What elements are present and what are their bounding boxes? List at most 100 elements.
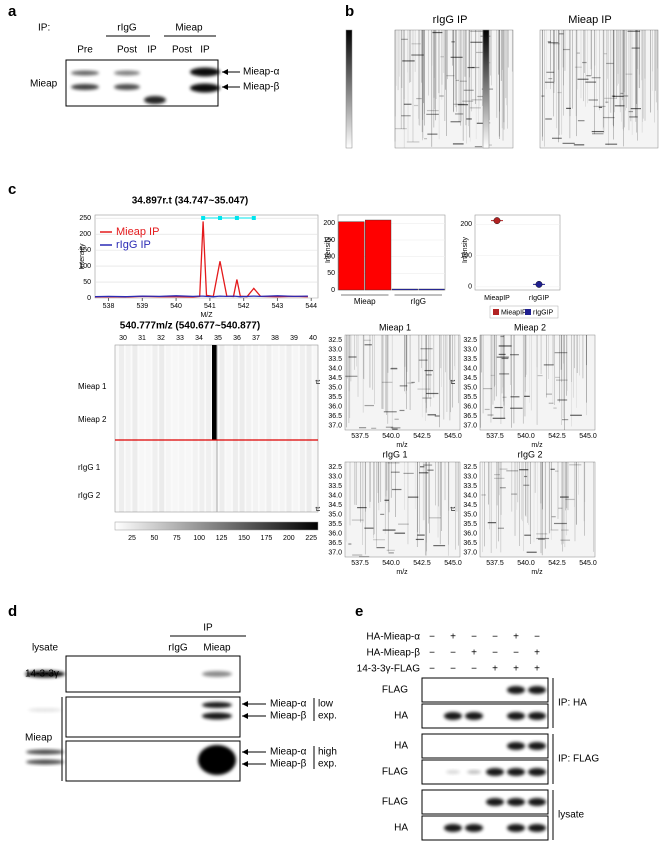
heatmap-column [286,345,292,512]
heatmap-column [132,345,138,512]
map-x-tick: 537.5 [351,560,369,567]
map-y-tick: 33.5 [463,483,477,490]
band-label: Mieap-β [243,82,280,93]
blot-band [28,708,62,712]
condition-sign: + [534,664,540,675]
group-label: Mieap [175,23,203,34]
blot-frame [421,703,549,729]
blot-band [486,768,504,776]
map-y-tick: 32.5 [328,464,342,471]
map-x-tick: 545.0 [444,433,462,440]
y-tick-label: 200 [323,220,335,227]
arrow-head [222,84,228,90]
band-label: Mieap-α [270,747,307,758]
blot-frame [421,733,549,759]
condition-sign: − [450,648,456,659]
map-y-label: rt [450,507,457,511]
blot-band [528,798,546,806]
colorbar-label: 125 [216,535,228,542]
heatmap-column [179,345,184,512]
map-title: Mieap 2 [514,322,546,332]
exposure-label: exp. [318,759,337,770]
heatmap-column [159,345,165,512]
group-label: IP: FLAG [558,754,599,765]
map-y-tick: 34.0 [463,365,477,372]
x-tick-label: rIgG [410,297,426,306]
exposure-label: exp. [318,711,337,722]
blot-label: HA [394,711,408,722]
legend-swatch [525,309,531,315]
heatmap-column [306,345,312,512]
heatmap-col-label: 36 [233,335,241,342]
map-y-tick: 35.5 [328,394,342,401]
condition-sign: − [492,648,498,659]
band-label: Mieap-α [243,67,280,78]
heatmap-column [239,345,245,512]
bar [365,219,392,291]
x-tick-label: Mieap [354,297,376,306]
row-label: Mieap [30,79,58,90]
map-y-tick: 35.0 [328,511,342,518]
ip-label: IP: [38,23,50,34]
heatmap-row-label: Mieap 1 [78,382,107,391]
map-area [479,461,596,558]
blot-band [528,768,546,776]
y-tick-label: 50 [327,270,335,277]
heatmap-column [199,345,205,512]
blot-frame [65,59,219,107]
map-x-tick: 537.5 [351,433,369,440]
heatmap-column [260,345,265,512]
band-label: Mieap-α [270,699,307,710]
map-x-tick: 537.5 [486,560,504,567]
x-tick-label: 543 [272,303,284,310]
map-y-tick: 36.0 [463,530,477,537]
map-x-tick: 540.0 [382,560,400,567]
heatmap-row-label: Mieap 2 [78,415,107,424]
heatmap-column [280,345,285,512]
heatmap-peak [212,345,217,440]
heatmap-col-label: 32 [157,335,165,342]
condition-sign: − [429,648,435,659]
arrow-head [242,713,248,719]
x-tick-label: 540 [170,303,182,310]
map-y-tick: 36.0 [328,530,342,537]
heatmap-col-label: 38 [271,335,279,342]
blot-label: FLAG [382,797,408,808]
map-y-tick: 34.5 [328,502,342,509]
blot-band [528,686,546,694]
arrow-head [242,749,248,755]
x-axis-label: M/Z [200,312,213,319]
blot-band [528,824,546,832]
map-y-tick: 32.5 [328,337,342,344]
condition-sign: + [471,648,477,659]
map-x-label: m/z [396,569,408,576]
map-x-tick: 542.5 [413,560,431,567]
intensity-scale [482,29,490,149]
arrow-head [242,701,248,707]
blot-band [507,686,525,694]
y-tick-label: 200 [79,231,91,238]
map-y-tick: 33.5 [328,356,342,363]
map-y-tick: 35.0 [328,384,342,391]
x-tick-label: MieapIP [484,295,510,302]
condition-sign: − [471,664,477,675]
map-y-tick: 37.0 [328,549,342,556]
heatmap-col-label: 34 [195,335,203,342]
lane-label: Pre [77,45,93,56]
condition-sign: − [429,632,435,643]
bar [391,288,418,291]
arrow-head [222,69,228,75]
blot-band [26,759,64,765]
map-x-label: m/z [396,442,408,449]
heatmap-column [226,345,231,512]
blot-band [444,712,462,720]
map-y-tick: 33.0 [328,473,342,480]
colorbar-label: 225 [305,535,317,542]
heatmap-column [219,345,225,512]
blot-band [198,745,236,775]
heatmap-column [119,345,124,512]
x-tick-label: 539 [136,303,148,310]
heatmap-col-label: 33 [176,335,184,342]
map-x-tick: 540.0 [517,433,535,440]
y-tick-label: 50 [83,279,91,286]
